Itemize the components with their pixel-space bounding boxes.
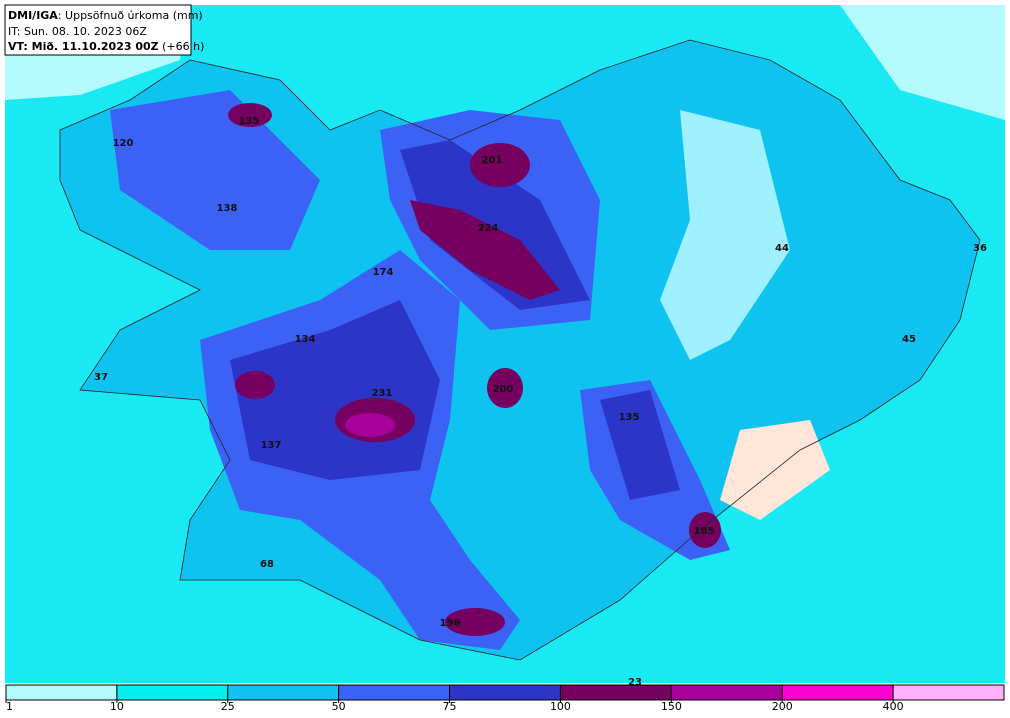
legend-swatch	[227, 684, 340, 701]
legend-swatch	[670, 684, 783, 701]
coastline	[59, 39, 981, 661]
product-title: : Uppsöfnuð úrkoma (mm)	[58, 9, 203, 22]
legend-swatch	[559, 684, 672, 701]
legend-tick-label: 150	[661, 700, 682, 713]
purple-area	[228, 103, 272, 127]
peak-label: 68	[260, 559, 274, 570]
legend-tick-label: 25	[221, 700, 235, 713]
header-background	[4, 4, 192, 56]
peak-label: 23	[628, 677, 642, 688]
header-line-3: VT: Mið. 11.10.2023 00Z (+66 h)	[8, 40, 204, 53]
legend-swatch	[892, 684, 1005, 701]
peak-label: 36	[973, 243, 987, 254]
peak-label: 37	[94, 372, 108, 383]
dark-blue-area	[400, 140, 590, 310]
legend-swatch	[781, 684, 894, 701]
legend-tick-label: 10	[110, 700, 124, 713]
valid-time: VT: Mið. 11.10.2023 00Z	[8, 40, 159, 53]
header-box: DMI/IGA: Uppsöfnuð úrkoma (mm) IT: Sun. …	[4, 4, 204, 56]
peak-label: 174	[373, 267, 394, 278]
legend-tick-label: 100	[550, 700, 571, 713]
peak-label: 135	[239, 116, 260, 127]
peak-label: 138	[217, 203, 238, 214]
peak-label: 196	[440, 618, 461, 629]
peak-label: 224	[478, 223, 499, 234]
magenta-area	[345, 413, 395, 437]
dark-blue-area	[600, 390, 680, 500]
purple-area	[470, 143, 530, 187]
legend-tick-label: 75	[443, 700, 457, 713]
precip-field	[5, 5, 1005, 660]
peak-labels: 135 120 138 201 224 174 44 36 45 134 37 200 231 135 13…	[94, 116, 987, 688]
peak-label: 44	[775, 243, 789, 254]
purple-area	[410, 200, 560, 300]
peak-label: 200	[493, 384, 514, 395]
color-legend: 1 10 25 50 75 100 150 200 400	[5, 684, 1005, 713]
legend-tick-label: 200	[772, 700, 793, 713]
legend-swatch	[449, 684, 561, 701]
purple-area	[689, 512, 721, 548]
legend-tick-label: 1	[6, 700, 13, 713]
peak-label: 134	[295, 334, 316, 345]
peak-label: 201	[482, 155, 503, 166]
purple-area	[235, 371, 275, 399]
legend-swatch	[5, 684, 118, 701]
peak-label: 231	[372, 388, 393, 399]
legend-tick-label: 400	[883, 700, 904, 713]
header-line-1: DMI/IGA: Uppsöfnuð úrkoma (mm)	[8, 9, 203, 22]
purple-area	[445, 608, 505, 636]
lead-time: (+66 h)	[159, 40, 205, 53]
purple-area	[487, 368, 523, 408]
pale-area	[660, 110, 790, 360]
source: DMI/IGA	[8, 9, 58, 22]
issue-time: IT: Sun. 08. 10. 2023 06Z	[8, 25, 147, 38]
legend-swatch	[116, 684, 229, 701]
peak-label: 137	[261, 440, 282, 451]
pale-area	[840, 5, 1005, 120]
legend-swatch	[338, 684, 451, 701]
peak-label: 120	[113, 138, 134, 149]
peak-label: 185	[694, 526, 715, 537]
peak-label: 135	[619, 412, 640, 423]
legend-tick-label: 50	[332, 700, 346, 713]
blue-area	[110, 90, 320, 250]
peak-label: 45	[902, 334, 916, 345]
